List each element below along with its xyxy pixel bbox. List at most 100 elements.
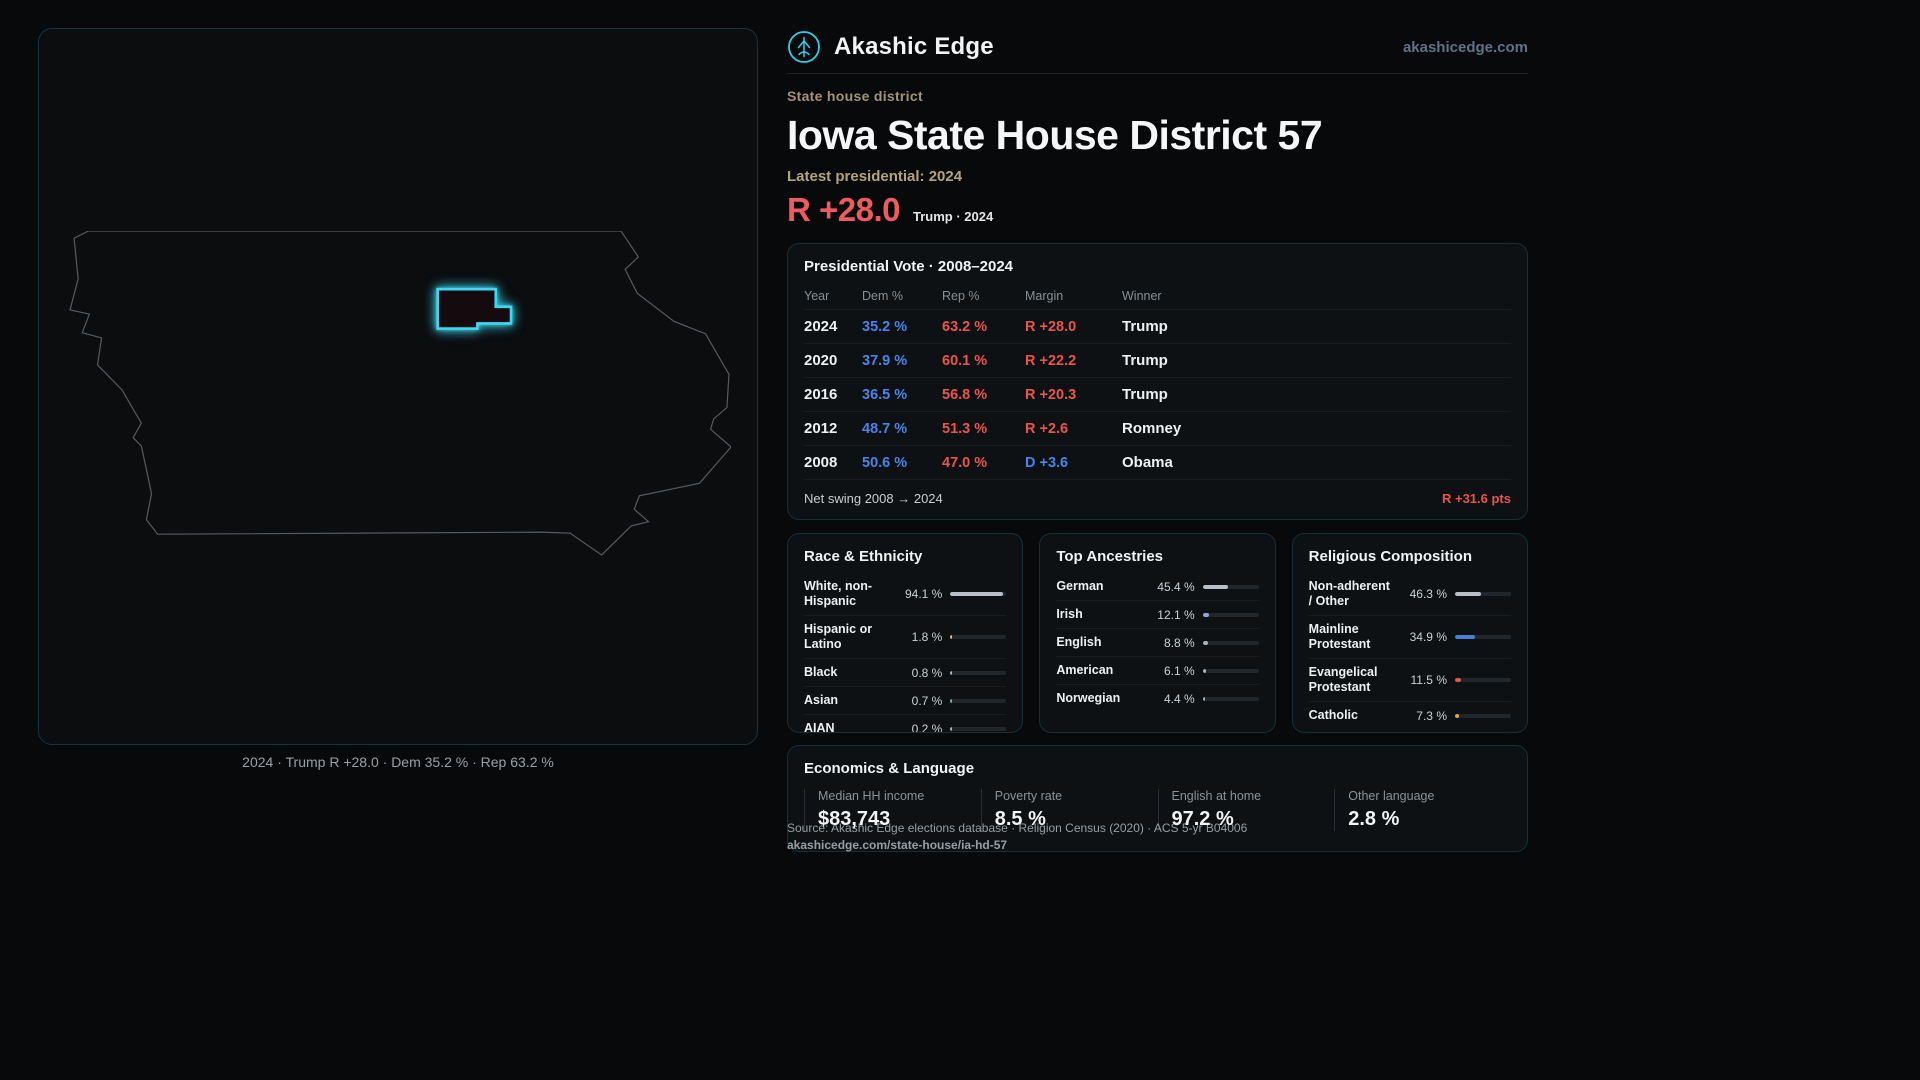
- dem-cell: 50.6 %: [862, 454, 908, 471]
- list-item: Asian 0.7 %: [804, 687, 1007, 715]
- rep-cell: 47.0 %: [942, 454, 988, 471]
- bar-fill: [1454, 592, 1481, 596]
- headline-margin-detail: Trump · 2024: [913, 209, 994, 224]
- net-swing-label: Net swing 2008 → 2024: [804, 490, 943, 506]
- race-bar: [950, 726, 1007, 731]
- margin-cell: R +22.2: [1025, 352, 1077, 369]
- dem-cell: 37.9 %: [862, 352, 908, 369]
- bar-fill: [1202, 612, 1210, 617]
- race-ethnicity-card: Race & Ethnicity White, non-Hispanic 94.…: [787, 533, 1024, 733]
- list-item: Norwegian 4.4 %: [1056, 685, 1259, 712]
- headline-margin-value: R +28.0: [787, 191, 901, 228]
- source-line: Source: Akashic Edge elections database …: [787, 821, 1248, 835]
- religion-card: Religious Composition Non-adherent / Oth…: [1291, 533, 1528, 733]
- presidential-vote-card: Presidential Vote · 2008–2024 Year Dem %…: [787, 243, 1528, 520]
- district-57-shape[interactable]: [438, 289, 511, 328]
- economics-card-title: Economics & Language: [804, 760, 975, 777]
- latest-presidential-label: Latest presidential: 2024: [787, 168, 963, 185]
- stat-other-language: Other language 2.8 %: [1334, 789, 1511, 831]
- race-value: 1.8 %: [911, 630, 943, 644]
- ancestries-card: Top Ancestries German 45.4 % Irish 12.1 …: [1039, 533, 1276, 733]
- table-row: 2024 35.2 % 63.2 % R +28.0 Trump: [804, 309, 1511, 343]
- header: Akashic Edge akashicedge.com: [787, 28, 1528, 66]
- religion-bar: [1454, 713, 1511, 718]
- col-dem: Dem %: [862, 289, 903, 303]
- bar-fill: [950, 592, 1004, 596]
- race-value: 94.1 %: [904, 587, 943, 601]
- year-cell: 2020: [804, 352, 838, 369]
- col-winner: Winner: [1122, 289, 1162, 303]
- religion-card-title: Religious Composition: [1308, 548, 1472, 565]
- ancestry-label: German: [1056, 579, 1104, 593]
- bar-fill: [1454, 713, 1460, 718]
- net-swing-value: R +31.6 pts: [1441, 490, 1511, 506]
- iowa-state-outline: [70, 231, 731, 555]
- race-bar: [950, 670, 1007, 675]
- race-label: White, non-Hispanic: [804, 579, 873, 608]
- stat-english-at-home: English at home 97.2 %: [1157, 789, 1335, 831]
- kicker: State house district: [787, 88, 923, 104]
- presidential-card-title: Presidential Vote · 2008–2024: [804, 258, 1014, 275]
- winner-cell: Trump: [1122, 386, 1168, 403]
- year-cell: 2012: [804, 420, 838, 437]
- bar-fill: [1202, 584, 1229, 589]
- rep-cell: 63.2 %: [942, 318, 988, 335]
- race-label: AIAN: [804, 721, 835, 733]
- bar-fill: [950, 726, 953, 731]
- year-cell: 2008: [804, 454, 838, 471]
- race-value: 0.2 %: [911, 721, 943, 733]
- religion-value: 11.5 %: [1410, 673, 1447, 687]
- map-panel: [38, 28, 758, 745]
- rep-cell: 56.8 %: [942, 386, 988, 403]
- table-header-row: Year Dem % Rep % Margin Winner: [804, 283, 1511, 309]
- margin-cell: R +20.3: [1025, 386, 1077, 403]
- akashic-edge-logo-icon: [788, 31, 820, 63]
- headline-margin: R +28.0 Trump · 2024: [787, 191, 993, 229]
- bar-fill: [1454, 635, 1475, 639]
- table-row: 2020 37.9 % 60.1 % R +22.2 Trump: [804, 343, 1511, 377]
- ancestry-value: 45.4 %: [1157, 579, 1195, 594]
- list-item: English 8.8 %: [1056, 629, 1259, 657]
- religion-value: 34.9 %: [1409, 630, 1447, 644]
- bar-fill: [950, 698, 953, 703]
- list-item: Irish 12.1 %: [1056, 601, 1259, 629]
- col-rep: Rep %: [942, 289, 980, 303]
- religion-bar: [1454, 592, 1511, 596]
- race-value: 0.7 %: [911, 693, 943, 708]
- religion-label: Catholic: [1308, 708, 1358, 722]
- list-item: Black 0.8 %: [804, 659, 1007, 687]
- margin-cell: R +28.0: [1025, 318, 1077, 335]
- ancestry-value: 6.1 %: [1163, 663, 1195, 678]
- stat-label: Poverty rate: [994, 789, 1063, 803]
- ancestry-bar: [1202, 640, 1259, 645]
- source-footer: Source: Akashic Edge elections database …: [787, 820, 1247, 854]
- source-url[interactable]: akashicedge.com/state-house/ia-hd-57: [787, 838, 1008, 852]
- ancestry-label: English: [1056, 635, 1102, 649]
- economics-card: Economics & Language Median HH income $8…: [787, 745, 1528, 852]
- winner-cell: Trump: [1122, 318, 1168, 335]
- bar-fill: [950, 635, 953, 639]
- race-bar: [950, 635, 1007, 639]
- margin-cell: R +2.6: [1025, 420, 1069, 437]
- bar-fill: [1202, 696, 1206, 701]
- iowa-map: [69, 231, 731, 556]
- brand-domain-link[interactable]: akashicedge.com: [1402, 38, 1528, 56]
- winner-cell: Trump: [1122, 352, 1168, 369]
- religion-label: Evangelical Protestant: [1308, 665, 1378, 694]
- stat-label: Median HH income: [818, 789, 925, 803]
- demographics-row: Race & Ethnicity White, non-Hispanic 94.…: [787, 533, 1528, 733]
- race-label: Black: [804, 665, 838, 679]
- race-value: 0.8 %: [911, 665, 943, 680]
- religion-bar: [1454, 635, 1511, 639]
- bar-fill: [1454, 678, 1462, 682]
- stat-value: $83,743: [818, 808, 891, 830]
- table-row: 2012 48.7 % 51.3 % R +2.6 Romney: [804, 411, 1511, 445]
- page-title: Iowa State House District 57: [787, 112, 1323, 158]
- table-row: 2016 36.5 % 56.8 % R +20.3 Trump: [804, 377, 1511, 411]
- race-bar: [950, 698, 1007, 703]
- race-label: Hispanic or Latino: [804, 622, 873, 651]
- list-item: AIAN 0.2 %: [804, 715, 1007, 733]
- list-item: American 6.1 %: [1056, 657, 1259, 685]
- religion-label: Non-adherent / Other: [1308, 579, 1390, 608]
- rep-cell: 51.3 %: [942, 420, 988, 437]
